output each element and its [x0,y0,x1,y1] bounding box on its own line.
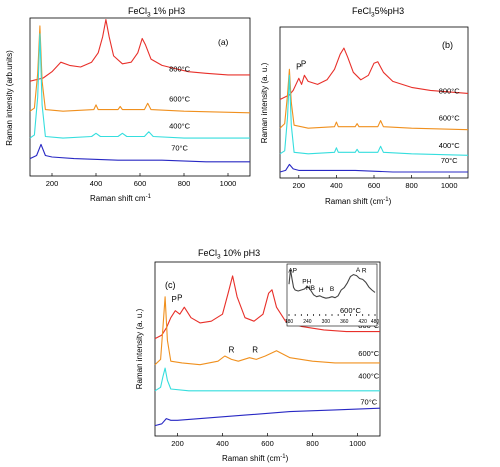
inset-x-tick-label: 180 [285,319,294,325]
panel-b-x-label: Raman shift (cm-1) [325,197,392,206]
x-tick-label: 600 [261,439,274,448]
series-line-800C [279,47,469,100]
inset-x-tick-label: 360 [340,319,349,325]
inset-annotation: A [356,267,361,274]
inset-x-tick-label: 240 [303,319,312,325]
series-line-400C [154,367,380,392]
inset-annotation: AP [288,268,297,275]
peak-annotation: P [296,62,301,71]
series-label-400C: 400°C [358,372,380,381]
series-label-800C: 800°C [169,65,191,74]
x-tick-label: 400 [90,179,103,188]
inset-x-tick-label: 420 [359,319,368,325]
panel-a-series-labels: 800°C 600°C 400°C 70°C [169,65,191,153]
panel-a: FeCl3 1% pH3 (a) 200 400 600 800 1000 800°C 6… [5,6,251,203]
series-line-70C [154,407,381,427]
x-tick-label: 800 [405,181,418,190]
panel-b-series-labels: 800°C 600°C 400°C 70°C [439,86,461,164]
series-line-70C [29,143,250,163]
peak-annotation: R [229,345,235,354]
series-line-600C [29,25,251,114]
series-line-70C [279,163,468,173]
inset-line-600C [288,269,376,299]
inset-series [288,269,376,299]
panel-a-y-label: Raman intensity (arb.units) [5,50,14,146]
series-label-400C: 400°C [169,122,191,131]
inset-annotation: PH [302,278,311,285]
x-tick-label: 800 [306,439,319,448]
inset-annotation: B [330,286,334,293]
series-line-800C [29,19,250,82]
panel-a-series [29,19,251,163]
panel-c-x-ticks: 200 400 600 800 1000 [171,433,366,448]
panel-b-label: (b) [442,40,453,50]
inset-annotation: H [319,287,324,294]
x-tick-label: 200 [293,181,306,190]
panel-c-y-label: Raman intensity (a. u.) [135,308,144,389]
panel-a-x-label: Raman shift cm-1 [90,194,152,203]
series-label-800C: 800°C [439,86,461,95]
series-label-70C: 70°C [441,156,458,165]
x-tick-label: 600 [368,181,381,190]
inset-series-label: 600°C [340,306,362,315]
series-line-400C [279,74,469,156]
inset-annotation: R [362,268,367,275]
peak-annotation: P [301,59,306,68]
inset-annotation: HB [306,285,315,292]
x-tick-label: 1000 [441,181,458,190]
x-tick-label: 200 [46,179,59,188]
panel-c-title: FeCl3 10% pH3 [198,248,260,261]
panel-a-x-ticks: 200 400 600 800 1000 [46,173,237,188]
panel-b: FeCl35%pH3 (b) 200 400 600 800 1000 800°C 600… [260,6,469,206]
panel-a-frame [29,17,251,177]
panel-b-frame [279,26,469,179]
inset-x-ticks: 180 240 300 360 420 480 [285,314,380,325]
x-tick-label: 400 [216,439,229,448]
series-line-600C [154,296,380,366]
series-line-400C [29,33,250,139]
series-label-70C: 70°C [360,398,377,407]
peak-annotation: P [177,293,182,302]
panel-c-x-label: Raman shift (cm-1) [222,454,289,463]
peak-annotation: P [171,295,176,304]
panel-a-title: FeCl3 1% pH3 [128,6,185,19]
series-label-600C: 600°C [439,114,461,123]
panel-b-x-ticks: 200 400 600 800 1000 [293,175,458,190]
x-tick-label: 400 [330,181,343,190]
inset-x-tick-label: 480 [371,319,380,325]
panel-b-series [279,47,469,173]
x-tick-label: 200 [171,439,184,448]
inset-x-tick-label: 300 [322,319,331,325]
x-tick-label: 1000 [349,439,366,448]
panel-b-y-label: Raman intensity (a. u.) [260,62,269,143]
series-label-400C: 400°C [439,141,461,150]
panel-c-label: (c) [165,280,176,290]
panel-a-label: (a) [218,37,229,47]
x-tick-label: 600 [134,179,147,188]
panel-c-annotations: P P R R [171,293,258,354]
series-label-600C: 600°C [358,349,380,358]
series-line-600C [279,68,469,131]
x-tick-label: 800 [178,179,191,188]
panel-b-title: FeCl35%pH3 [352,6,404,19]
series-label-600C: 600°C [169,95,191,104]
series-label-70C: 70°C [171,144,188,153]
x-tick-label: 1000 [220,179,237,188]
peak-annotation: R [252,345,258,354]
